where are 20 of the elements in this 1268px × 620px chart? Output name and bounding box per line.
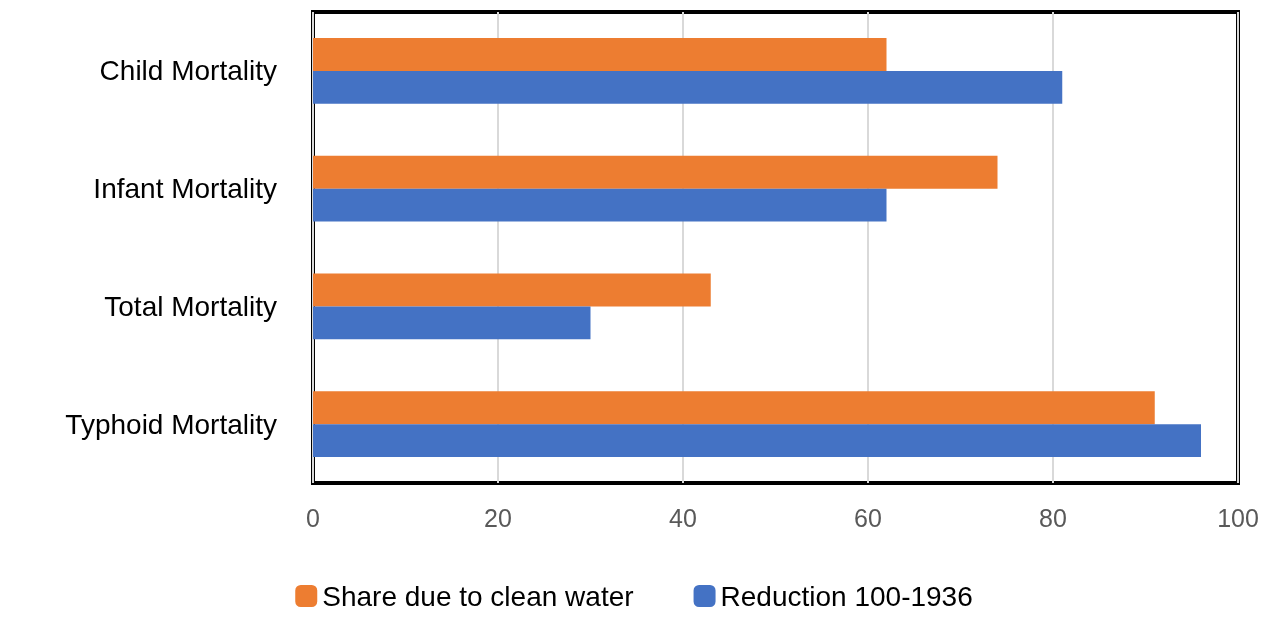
y-tick-label: Typhoid Mortality	[65, 408, 277, 440]
bar	[313, 70, 1063, 104]
y-tick-label: Infant Mortality	[93, 173, 277, 205]
y-tick-label: Child Mortality	[99, 55, 277, 87]
x-tick-label: 80	[1039, 503, 1067, 532]
bar	[313, 306, 591, 340]
legend-label: Share due to clean water	[322, 580, 634, 612]
bar	[313, 391, 1155, 425]
x-tick-label: 100	[1217, 503, 1259, 532]
bar	[313, 37, 887, 71]
x-tick-label: 40	[669, 503, 697, 532]
bar	[313, 273, 711, 307]
bar	[313, 424, 1201, 458]
legend-label: Reduction 100-1936	[720, 580, 973, 612]
x-tick-label: 20	[484, 503, 512, 532]
bar	[313, 155, 998, 189]
y-tick-label: Total Mortality	[104, 290, 277, 322]
bar	[313, 188, 887, 222]
x-tick-label: 60	[854, 503, 882, 532]
x-tick-label: 0	[306, 503, 320, 532]
